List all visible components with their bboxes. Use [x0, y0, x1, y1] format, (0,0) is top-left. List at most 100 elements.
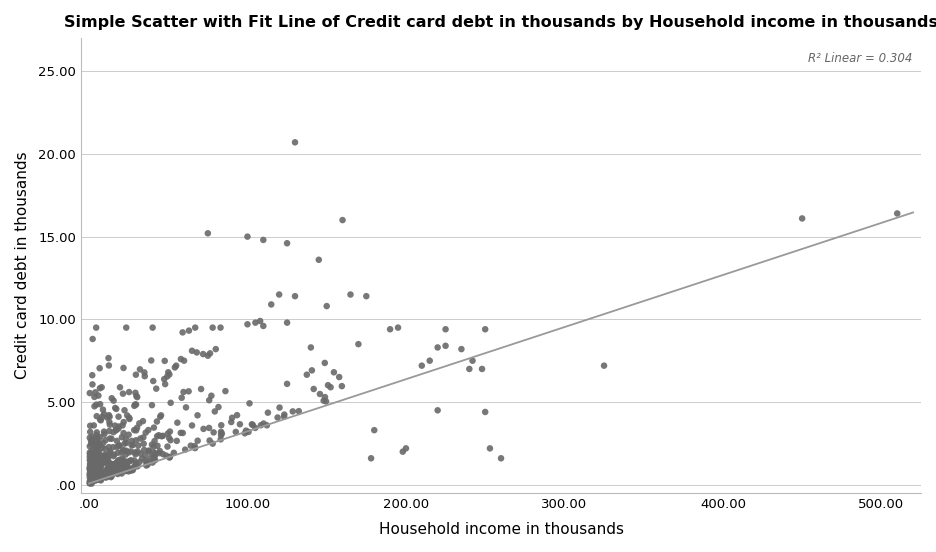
Point	[107, 450, 122, 459]
Point	[351, 339, 366, 348]
Point	[138, 371, 153, 380]
Point	[133, 434, 148, 443]
Point	[87, 465, 102, 474]
Point	[82, 465, 97, 474]
Point	[116, 364, 131, 373]
Point	[82, 469, 97, 477]
Point	[306, 385, 321, 394]
Point	[82, 421, 97, 430]
Point	[115, 389, 130, 398]
Point	[277, 412, 292, 421]
Point	[128, 450, 143, 459]
Point	[84, 457, 99, 465]
Point	[119, 466, 134, 475]
Point	[85, 460, 100, 469]
Point	[160, 442, 175, 451]
Point	[163, 453, 178, 461]
Point	[125, 440, 140, 449]
Point	[104, 460, 119, 469]
Point	[108, 404, 123, 412]
Point	[213, 421, 228, 429]
Point	[141, 447, 156, 456]
Point	[96, 469, 111, 477]
Point	[92, 468, 107, 477]
Point	[95, 405, 110, 414]
Point	[260, 408, 275, 417]
Point	[218, 387, 233, 396]
Point	[128, 462, 143, 471]
Point	[98, 473, 113, 481]
Point	[95, 443, 110, 452]
Point	[82, 389, 97, 397]
Point	[82, 456, 97, 465]
Point	[95, 453, 110, 461]
Point	[104, 464, 119, 473]
Point	[88, 463, 103, 472]
Point	[83, 455, 98, 464]
Point	[108, 468, 123, 477]
Point	[116, 460, 131, 469]
Point	[136, 433, 151, 442]
Point	[86, 458, 101, 467]
Point	[114, 454, 129, 463]
Point	[82, 479, 97, 488]
Point	[82, 427, 97, 436]
Point	[152, 449, 167, 458]
Point	[86, 421, 101, 430]
Point	[92, 454, 107, 463]
Point	[122, 413, 137, 422]
Point	[163, 427, 178, 436]
Point	[144, 453, 159, 461]
Point	[99, 473, 114, 482]
Point	[89, 476, 104, 485]
Point	[238, 429, 253, 438]
Point	[102, 459, 117, 468]
Point	[119, 323, 134, 332]
Point	[84, 452, 99, 460]
Point	[358, 292, 373, 301]
Point	[890, 209, 905, 218]
Point	[596, 361, 611, 370]
Point	[320, 381, 335, 390]
Point	[82, 450, 97, 459]
Point	[161, 368, 176, 376]
Point	[95, 455, 110, 464]
Text: R² Linear = 0.304: R² Linear = 0.304	[808, 52, 913, 65]
Point	[334, 382, 349, 391]
Point	[95, 458, 110, 467]
Point	[187, 444, 202, 453]
Point	[150, 442, 165, 450]
Point	[128, 426, 143, 435]
Point	[152, 431, 167, 440]
Point	[87, 392, 102, 401]
Point	[87, 453, 102, 461]
Point	[101, 462, 116, 471]
Point	[240, 320, 255, 328]
Point	[119, 447, 134, 455]
Point	[178, 445, 193, 454]
Point	[96, 427, 111, 436]
Point	[83, 459, 98, 468]
Point	[129, 391, 144, 400]
Point	[87, 464, 102, 473]
Point	[395, 447, 410, 456]
Point	[101, 443, 116, 452]
Point	[146, 376, 161, 385]
Point	[188, 323, 203, 332]
Point	[91, 438, 106, 447]
Point	[173, 428, 188, 437]
Point	[119, 457, 134, 466]
Point	[87, 464, 102, 473]
Point	[133, 365, 148, 374]
Point	[130, 462, 145, 471]
Point	[97, 450, 112, 459]
Point	[95, 458, 110, 466]
Point	[160, 429, 175, 438]
Point	[110, 461, 125, 470]
Point	[115, 421, 130, 430]
Point	[256, 236, 271, 245]
Point	[214, 429, 229, 438]
Point	[285, 407, 300, 416]
Point	[110, 464, 125, 473]
Point	[213, 323, 228, 332]
